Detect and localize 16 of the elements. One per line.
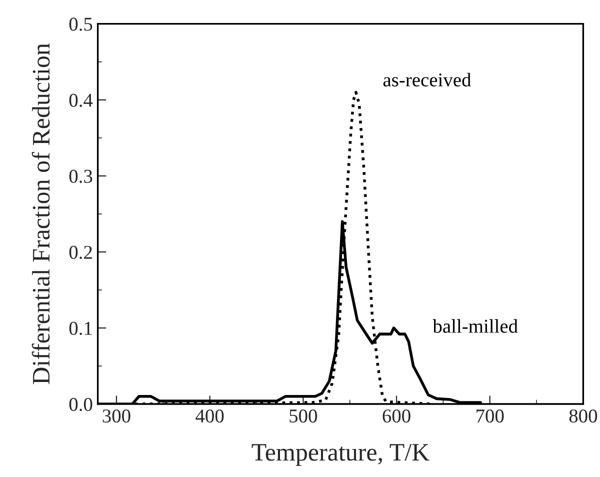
y-tick-label: 0.4 <box>69 94 93 107</box>
y-tick-label: 0.3 <box>69 170 92 183</box>
x-tick-label: 700 <box>476 409 504 423</box>
y-tick-label: 0.5 <box>69 18 92 31</box>
y-tick-label: 0.0 <box>69 398 92 412</box>
y-axis-title: Differential Fraction of Reduction <box>32 43 50 384</box>
series-label: ball-milled <box>432 319 518 333</box>
x-tick-label: 400 <box>196 409 224 423</box>
x-tick-label: 300 <box>102 409 130 423</box>
x-axis-title: Temperature, T/K <box>252 444 430 466</box>
series-label: as-received <box>383 72 472 87</box>
y-tick-label: 0.2 <box>69 246 92 259</box>
y-tick-label: 0.1 <box>69 322 92 336</box>
x-tick-label: 500 <box>290 409 318 423</box>
x-tick-label: 600 <box>382 409 410 423</box>
x-tick-label: 800 <box>569 409 598 423</box>
